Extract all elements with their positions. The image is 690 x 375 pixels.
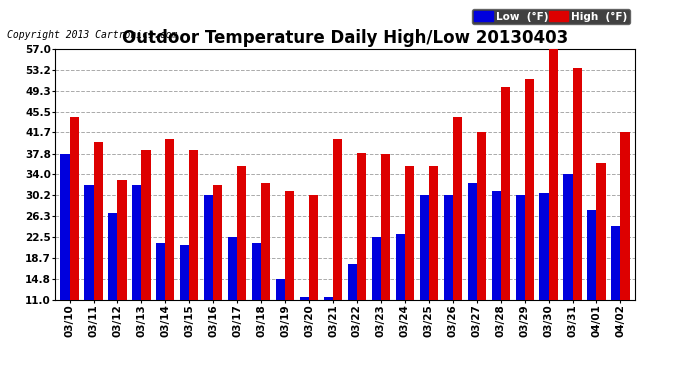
Bar (564, 174, 573, 300)
Bar (596, 164, 606, 300)
Bar (70, 117, 79, 300)
Bar (189, 150, 199, 300)
Text: Copyright 2013 Cartronics.com: Copyright 2013 Cartronics.com (7, 30, 177, 40)
Bar (324, 297, 333, 300)
Bar (300, 297, 309, 300)
Bar (540, 194, 549, 300)
Bar (468, 183, 477, 300)
Bar (141, 150, 150, 300)
Bar (132, 185, 141, 300)
Bar (333, 139, 342, 300)
Bar (213, 185, 222, 300)
Bar (549, 49, 558, 300)
Bar (501, 87, 510, 300)
Bar (276, 279, 285, 300)
Bar (166, 139, 175, 300)
Bar (524, 79, 534, 300)
Bar (348, 264, 357, 300)
Bar (180, 245, 189, 300)
Bar (396, 234, 405, 300)
Bar (309, 195, 318, 300)
Bar (420, 195, 428, 300)
Bar (515, 195, 524, 300)
Bar (573, 68, 582, 300)
Bar (228, 237, 237, 300)
Bar (252, 243, 262, 300)
Bar (453, 117, 462, 300)
Bar (372, 237, 381, 300)
Bar (491, 191, 501, 300)
Legend: Low  (°F), High  (°F): Low (°F), High (°F) (472, 9, 629, 24)
Bar (108, 213, 117, 300)
Bar (262, 183, 270, 300)
Bar (94, 142, 103, 300)
Bar (477, 132, 486, 300)
Bar (237, 166, 246, 300)
Bar (587, 210, 596, 300)
Bar (204, 195, 213, 300)
Bar (381, 154, 390, 300)
Bar (61, 154, 70, 300)
Bar (444, 195, 453, 300)
Bar (428, 166, 438, 300)
Title: Outdoor Temperature Daily High/Low 20130403: Outdoor Temperature Daily High/Low 20130… (122, 29, 568, 47)
Bar (357, 153, 366, 300)
Bar (285, 191, 294, 300)
Bar (611, 226, 620, 300)
Bar (84, 185, 94, 300)
Bar (620, 132, 629, 300)
Bar (405, 166, 414, 300)
Bar (117, 180, 126, 300)
Bar (156, 243, 166, 300)
